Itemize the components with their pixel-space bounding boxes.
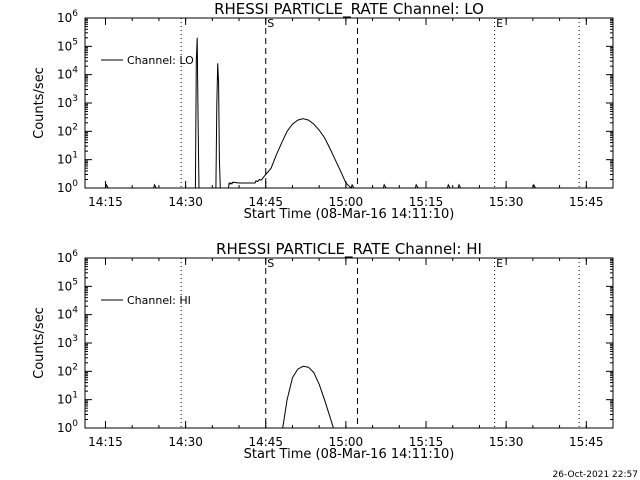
x-tick-label: 15:15 [409,435,444,449]
timestamp: 26-Oct-2021 22:57 [553,470,638,480]
legend-label: Channel: HI [127,294,191,307]
x-tick-label: 15:30 [489,195,524,209]
y-axis-label: Counts/sec [32,67,47,139]
y-tick-label: 106 [57,9,78,25]
y-tick-label: 102 [57,362,78,378]
x-tick-label: 14:30 [168,195,203,209]
x-tick-label: 14:45 [248,435,283,449]
x-tick-label: 14:45 [248,195,283,209]
y-axis-label: Counts/sec [32,307,47,379]
x-tick-label: 15:45 [569,195,604,209]
y-tick-label: 100 [57,179,78,195]
x-axis-label: Start Time (08-Mar-16 14:11:10) [244,207,455,222]
y-tick-label: 104 [57,306,78,322]
marker-label: E [496,257,503,270]
y-tick-label: 102 [57,122,78,138]
y-tick-label: 105 [57,277,78,293]
lo-channel-plot: RHESSI PARTICLE_RATE Channel: LO Counts/s… [32,0,614,222]
series-line [282,365,334,429]
marker-label: S [267,257,274,270]
hi-channel-plot: RHESSI PARTICLE_RATE Channel: HI Counts/s… [32,240,614,462]
y-tick-label: 105 [57,37,78,53]
x-tick-label: 15:15 [409,195,444,209]
x-tick-label: 14:15 [88,435,123,449]
chart-title: RHESSI PARTICLE_RATE Channel: HI [216,240,482,259]
x-tick-label: 15:00 [329,195,364,209]
y-tick-label: 104 [57,66,78,82]
marker-label: E [496,17,503,30]
y-tick-label: 103 [57,334,78,350]
y-tick-label: 106 [57,249,78,265]
chart-title: RHESSI PARTICLE_RATE Channel: LO [214,0,484,19]
x-tick-label: 15:30 [489,435,524,449]
plot-frame [84,257,614,429]
x-tick-label: 14:30 [168,435,203,449]
y-tick-label: 103 [57,94,78,110]
series-line [85,37,613,189]
marker-label: S [267,17,274,30]
y-tick-label: 101 [57,151,78,167]
y-tick-label: 100 [57,419,78,435]
x-tick-label: 14:15 [88,195,123,209]
plot-frame [84,17,614,189]
y-tick-label: 101 [57,391,78,407]
x-axis-label: Start Time (08-Mar-16 14:11:10) [244,447,455,462]
x-tick-label: 15:00 [329,435,364,449]
x-tick-label: 15:45 [569,435,604,449]
legend-label: Channel: LO [127,54,194,67]
